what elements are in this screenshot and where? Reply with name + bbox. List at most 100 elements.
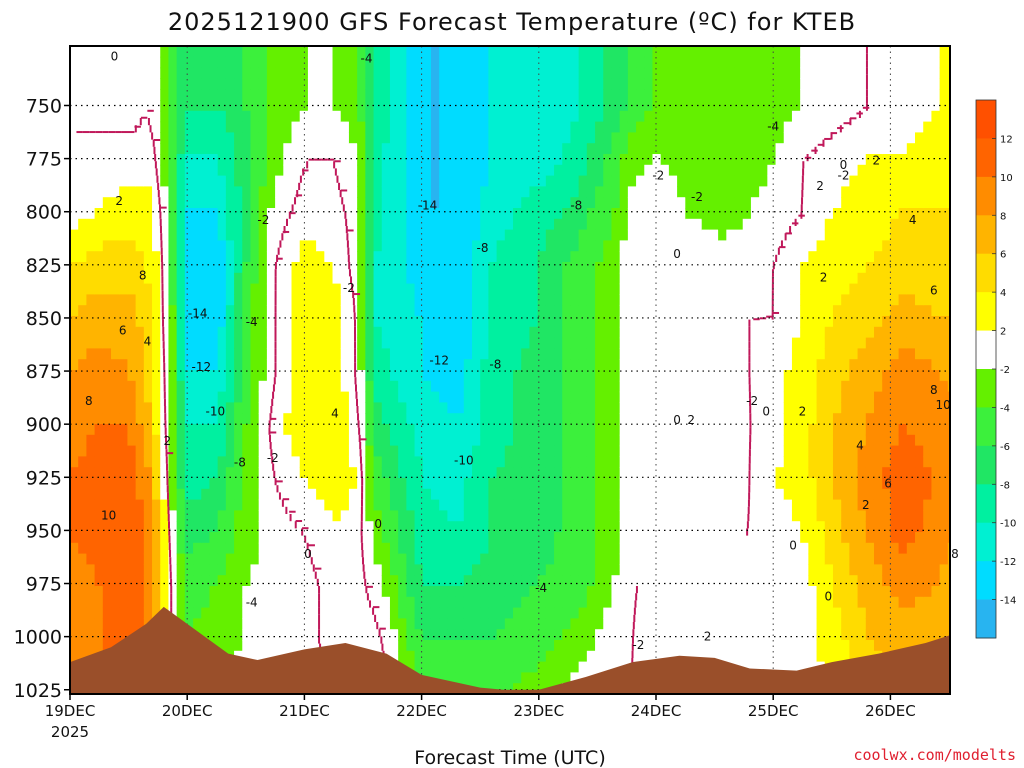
heat-cell bbox=[299, 402, 309, 414]
heat-cell bbox=[332, 359, 342, 371]
heat-cell bbox=[496, 521, 506, 533]
heat-cell bbox=[184, 456, 194, 468]
heat-cell bbox=[414, 143, 424, 155]
heat-cell bbox=[422, 391, 432, 403]
heat-cell bbox=[472, 218, 481, 231]
heat-cell bbox=[152, 229, 161, 241]
heat-cell bbox=[398, 488, 407, 501]
heat-cell bbox=[184, 283, 194, 295]
heat-cell bbox=[398, 424, 407, 436]
heat-cell bbox=[324, 380, 334, 393]
heat-cell bbox=[78, 143, 87, 155]
heat-cell bbox=[201, 510, 211, 522]
heat-cell bbox=[275, 402, 284, 414]
heat-cell bbox=[619, 240, 629, 252]
heat-cell bbox=[250, 596, 260, 609]
heat-cell bbox=[578, 337, 588, 349]
heat-cell bbox=[472, 121, 481, 133]
heat-cell bbox=[586, 121, 596, 133]
heat-cell bbox=[472, 629, 481, 641]
heat-cell bbox=[488, 121, 498, 133]
heat-cell bbox=[316, 618, 325, 630]
heat-cell bbox=[414, 521, 424, 533]
heat-cell bbox=[554, 629, 563, 641]
heat-cell bbox=[439, 542, 448, 555]
heat-cell bbox=[316, 240, 325, 252]
heat-cell bbox=[480, 661, 489, 673]
heat-cell bbox=[668, 380, 678, 393]
heat-cell bbox=[586, 402, 596, 414]
heat-cell bbox=[480, 456, 489, 468]
heat-cell bbox=[537, 89, 547, 101]
heat-cell bbox=[677, 618, 686, 630]
heat-cell bbox=[570, 359, 580, 371]
heat-cell bbox=[455, 629, 465, 641]
heat-cell bbox=[291, 132, 301, 144]
heat-cell bbox=[537, 391, 547, 403]
heat-cell bbox=[176, 143, 186, 155]
heat-cell bbox=[381, 240, 391, 252]
heat-cell bbox=[357, 337, 366, 349]
heat-cell bbox=[496, 218, 506, 231]
heat-cell bbox=[595, 413, 604, 425]
heat-cell bbox=[554, 121, 563, 133]
heat-cell bbox=[70, 478, 79, 490]
heat-cell bbox=[135, 510, 145, 522]
heat-cell bbox=[332, 229, 342, 241]
heat-cell bbox=[439, 650, 448, 663]
heat-cell bbox=[70, 532, 79, 544]
heat-cell bbox=[660, 456, 670, 468]
heat-cell bbox=[660, 532, 670, 544]
heat-cell bbox=[340, 348, 350, 360]
heat-cell bbox=[545, 640, 555, 652]
heat-cell bbox=[332, 607, 342, 619]
heat-cell bbox=[472, 521, 481, 533]
heat-cell bbox=[537, 445, 547, 457]
heat-cell bbox=[373, 197, 383, 209]
heat-cell bbox=[496, 424, 506, 436]
heat-cell bbox=[627, 467, 637, 479]
heat-cell bbox=[258, 445, 268, 457]
heat-cell bbox=[291, 208, 301, 220]
heat-cell bbox=[529, 391, 539, 403]
heat-cell bbox=[86, 542, 96, 555]
heat-cell bbox=[160, 132, 170, 144]
heat-cell bbox=[668, 251, 678, 263]
heat-cell bbox=[504, 683, 514, 694]
heat-cell bbox=[70, 596, 79, 609]
heat-cell bbox=[307, 542, 317, 555]
heat-cell bbox=[611, 46, 621, 58]
heat-cell bbox=[78, 478, 87, 490]
heat-cell bbox=[201, 434, 211, 447]
heat-cell bbox=[217, 488, 227, 501]
heat-cell bbox=[357, 186, 366, 198]
heat-cell bbox=[283, 186, 293, 198]
heat-cell bbox=[414, 272, 424, 285]
heat-cell bbox=[86, 294, 96, 306]
heat-cell bbox=[70, 488, 79, 501]
heat-cell bbox=[250, 488, 260, 501]
heat-cell bbox=[201, 251, 211, 263]
heat-cell bbox=[94, 542, 104, 555]
heat-cell bbox=[250, 218, 260, 231]
heat-cell bbox=[176, 359, 186, 371]
heat-cell bbox=[455, 586, 465, 598]
heat-cell bbox=[677, 391, 686, 403]
heat-cell bbox=[652, 272, 662, 285]
heat-cell bbox=[242, 607, 252, 619]
heat-cell bbox=[521, 380, 531, 393]
heat-cell bbox=[217, 629, 227, 641]
heat-cell bbox=[258, 326, 268, 339]
heat-cell bbox=[102, 380, 112, 393]
heat-cell bbox=[488, 262, 498, 274]
heat-cell bbox=[570, 56, 580, 69]
heat-cell bbox=[381, 251, 391, 263]
heat-cell bbox=[348, 132, 358, 144]
heat-cell bbox=[406, 413, 416, 425]
heat-cell bbox=[644, 208, 654, 220]
heat-cell bbox=[652, 326, 662, 339]
heat-cell bbox=[258, 413, 268, 425]
heat-cell bbox=[389, 175, 399, 187]
heat-cell bbox=[275, 110, 284, 123]
heat-cell bbox=[529, 294, 539, 306]
